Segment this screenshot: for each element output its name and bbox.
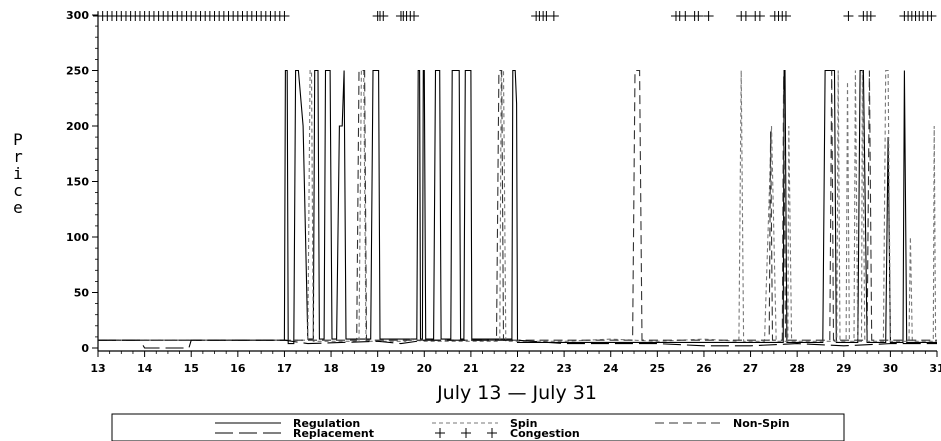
series-congestion-markers bbox=[93, 11, 937, 21]
x-tick-label: 17 bbox=[277, 362, 292, 375]
y-tick-label: 150 bbox=[66, 176, 89, 189]
congestion-marker bbox=[680, 11, 691, 21]
congestion-marker bbox=[780, 11, 791, 21]
x-tick-label: 18 bbox=[323, 362, 338, 375]
y-tick-label: 50 bbox=[74, 287, 90, 300]
congestion-marker bbox=[409, 11, 420, 21]
legend-swatch-congestion bbox=[461, 428, 471, 438]
x-tick-label: 14 bbox=[137, 362, 153, 375]
series-regulation-line bbox=[98, 69, 937, 345]
y-tick-label: 300 bbox=[66, 9, 89, 22]
x-tick-label: 28 bbox=[790, 362, 805, 375]
legend-swatch-congestion bbox=[487, 428, 497, 438]
congestion-marker bbox=[754, 11, 765, 21]
x-tick-label: 29 bbox=[836, 362, 851, 375]
legend-label-replacement: Replacement bbox=[293, 427, 374, 440]
legend-box bbox=[111, 413, 845, 441]
y-tick-label: 0 bbox=[81, 342, 89, 355]
plot-area bbox=[93, 11, 937, 349]
x-tick-label: 16 bbox=[230, 362, 246, 375]
x-tick-label: 26 bbox=[696, 362, 712, 375]
axes: 0 50 100 150 200 250 300 13 14 15 16 17 18 19 20 21 22 23… bbox=[66, 9, 941, 375]
x-tick-label: 22 bbox=[510, 362, 525, 375]
y-tick-label: 250 bbox=[66, 65, 89, 78]
legend-label-non-spin: Non-Spin bbox=[733, 417, 790, 430]
x-tick-label: 19 bbox=[370, 362, 385, 375]
legend-label-regulation: Regulation bbox=[293, 417, 360, 430]
x-tick-label: 31 bbox=[929, 362, 941, 375]
congestion-marker bbox=[378, 11, 389, 21]
x-tick-label: 24 bbox=[603, 362, 619, 375]
y-tick-label: 100 bbox=[66, 231, 89, 244]
x-tick-label: 15 bbox=[184, 362, 199, 375]
congestion-marker bbox=[703, 11, 714, 21]
legend: Regulation Spin Non-Spin Replacement Congest… bbox=[111, 413, 845, 441]
congestion-marker bbox=[693, 11, 704, 21]
x-tick-label: 27 bbox=[743, 362, 758, 375]
legend-swatch-congestion bbox=[435, 428, 445, 438]
congestion-marker bbox=[548, 11, 559, 21]
x-tick-label: 21 bbox=[463, 362, 478, 375]
legend-label-spin: Spin bbox=[510, 417, 537, 430]
congestion-marker bbox=[843, 11, 854, 21]
x-tick-label: 30 bbox=[883, 362, 899, 375]
congestion-marker bbox=[865, 11, 876, 21]
series-non-spin-line bbox=[98, 69, 937, 341]
legend-label-congestion: Congestion bbox=[510, 427, 580, 440]
congestion-marker bbox=[926, 11, 937, 21]
x-tick-label: 20 bbox=[417, 362, 433, 375]
x-axis-label: July 13 — July 31 bbox=[436, 382, 597, 404]
x-tick-label: 23 bbox=[556, 362, 571, 375]
x-tick-label: 25 bbox=[650, 362, 665, 375]
y-tick-label: 200 bbox=[66, 120, 89, 133]
congestion-marker bbox=[740, 11, 751, 21]
x-tick-label: 13 bbox=[90, 362, 105, 375]
congestion-marker bbox=[279, 11, 290, 21]
series-replacement-line bbox=[98, 339, 937, 349]
series-spin-line bbox=[98, 69, 937, 342]
